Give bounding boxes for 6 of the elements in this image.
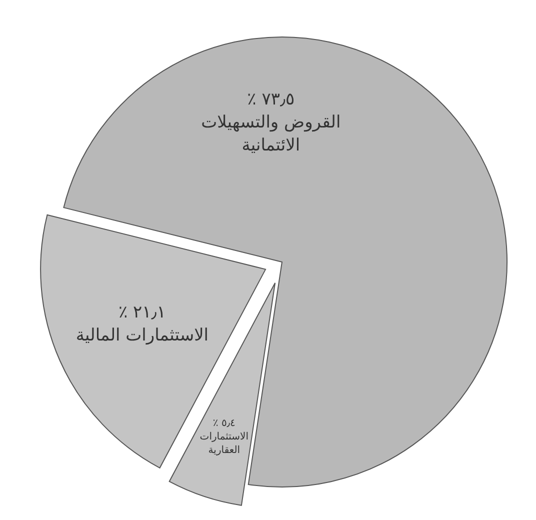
- slice-label: القروض والتسهيلات الائتمانية: [201, 112, 341, 156]
- data-label: ٢١٫١ ٪: [118, 302, 166, 322]
- slice-label: الاستثمارات العقارية: [200, 431, 249, 456]
- slice-label: الاستثمارات المالية: [76, 325, 209, 346]
- data-label: ٧٣٫٥ ٪: [247, 90, 295, 110]
- data-label: ٥٫٤ ٪: [212, 418, 236, 429]
